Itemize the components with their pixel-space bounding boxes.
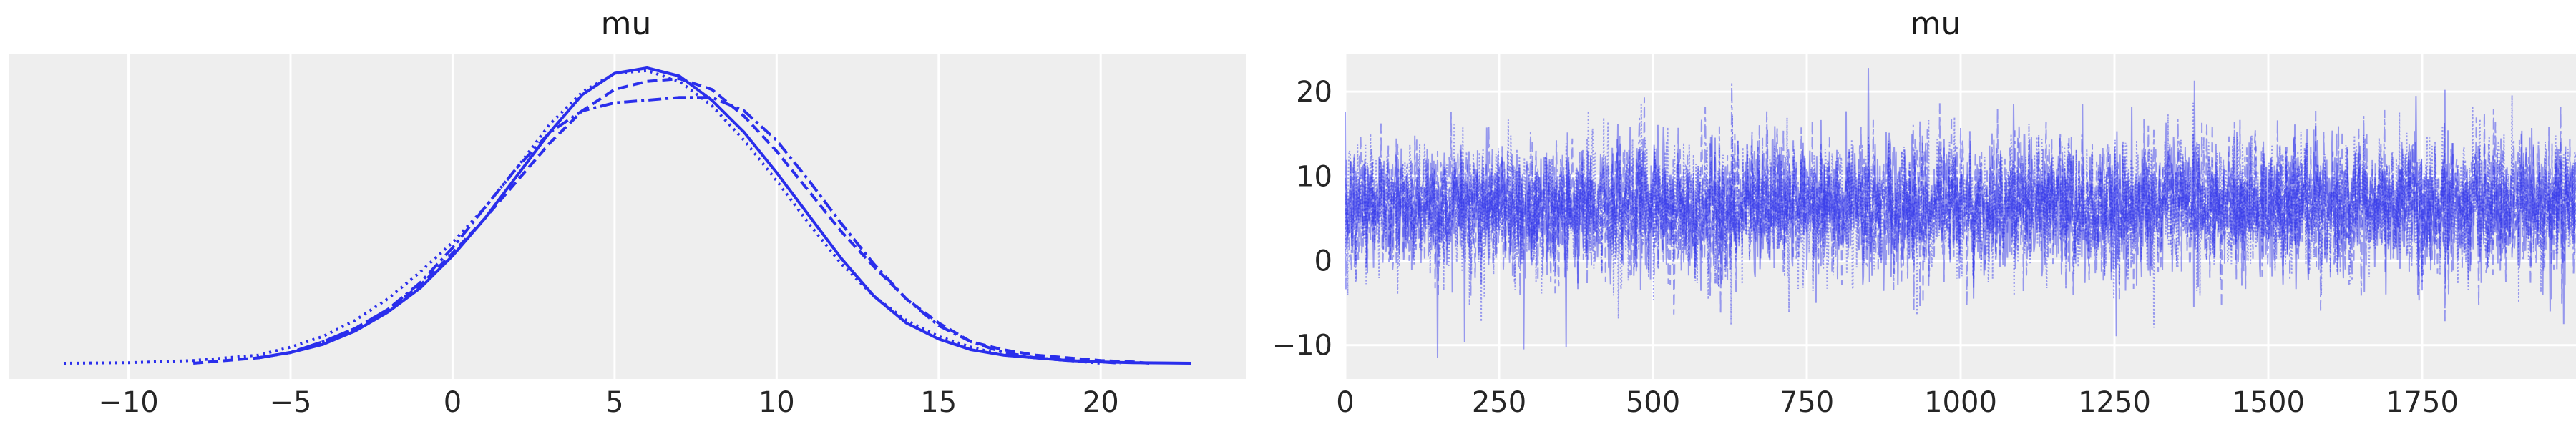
trace-x-tick: 1500 [2232, 386, 2305, 419]
density-x-tick-labels: −10 −5 0 5 10 15 20 [98, 386, 1118, 419]
trace-x-tick: 1250 [2078, 386, 2151, 419]
density-gridlines [127, 54, 1102, 379]
trace-x-tick-labels: 0 250 500 750 1000 1250 1500 1750 [1336, 386, 2459, 419]
density-plot: mu −10 −5 0 5 10 15 20 [9, 6, 1246, 419]
density-x-tick: −10 [98, 386, 158, 419]
trace-y-tick: 0 [1314, 245, 1332, 278]
trace-chain-solid [1345, 68, 2576, 358]
density-plot-area [9, 54, 1246, 379]
trace-x-tick: 250 [1472, 386, 1526, 419]
density-curve-dashdot [258, 96, 1121, 365]
trace-x-tick: 0 [1336, 386, 1354, 419]
trace-chain-dashed [1345, 97, 2576, 315]
density-x-tick: 0 [444, 386, 462, 419]
trace-x-tick: 1750 [2386, 386, 2459, 419]
density-curves [63, 66, 1192, 365]
trace-chain-dotted [1345, 95, 2576, 328]
density-x-tick: 20 [1083, 386, 1119, 419]
trace-y-tick: −10 [1272, 330, 1332, 363]
trace-x-tick: 1000 [1924, 386, 1997, 419]
density-x-tick: 15 [920, 386, 957, 419]
density-x-tick: 5 [605, 386, 623, 419]
trace-chain-dashdot [1345, 83, 2576, 322]
trace-plot-title: mu [1911, 6, 1961, 42]
trace-x-tick: 750 [1780, 386, 1834, 419]
trace-chains [1345, 68, 2576, 358]
density-x-tick: −5 [270, 386, 312, 419]
trace-y-tick-labels: −10 0 10 20 [1272, 76, 1332, 363]
trace-y-tick: 20 [1296, 76, 1332, 109]
trace-y-tick: 10 [1296, 160, 1332, 193]
density-plot-title: mu [601, 6, 652, 42]
density-x-tick: 10 [758, 386, 795, 419]
trace-x-tick: 500 [1626, 386, 1680, 419]
trace-gridlines [1344, 54, 2576, 379]
